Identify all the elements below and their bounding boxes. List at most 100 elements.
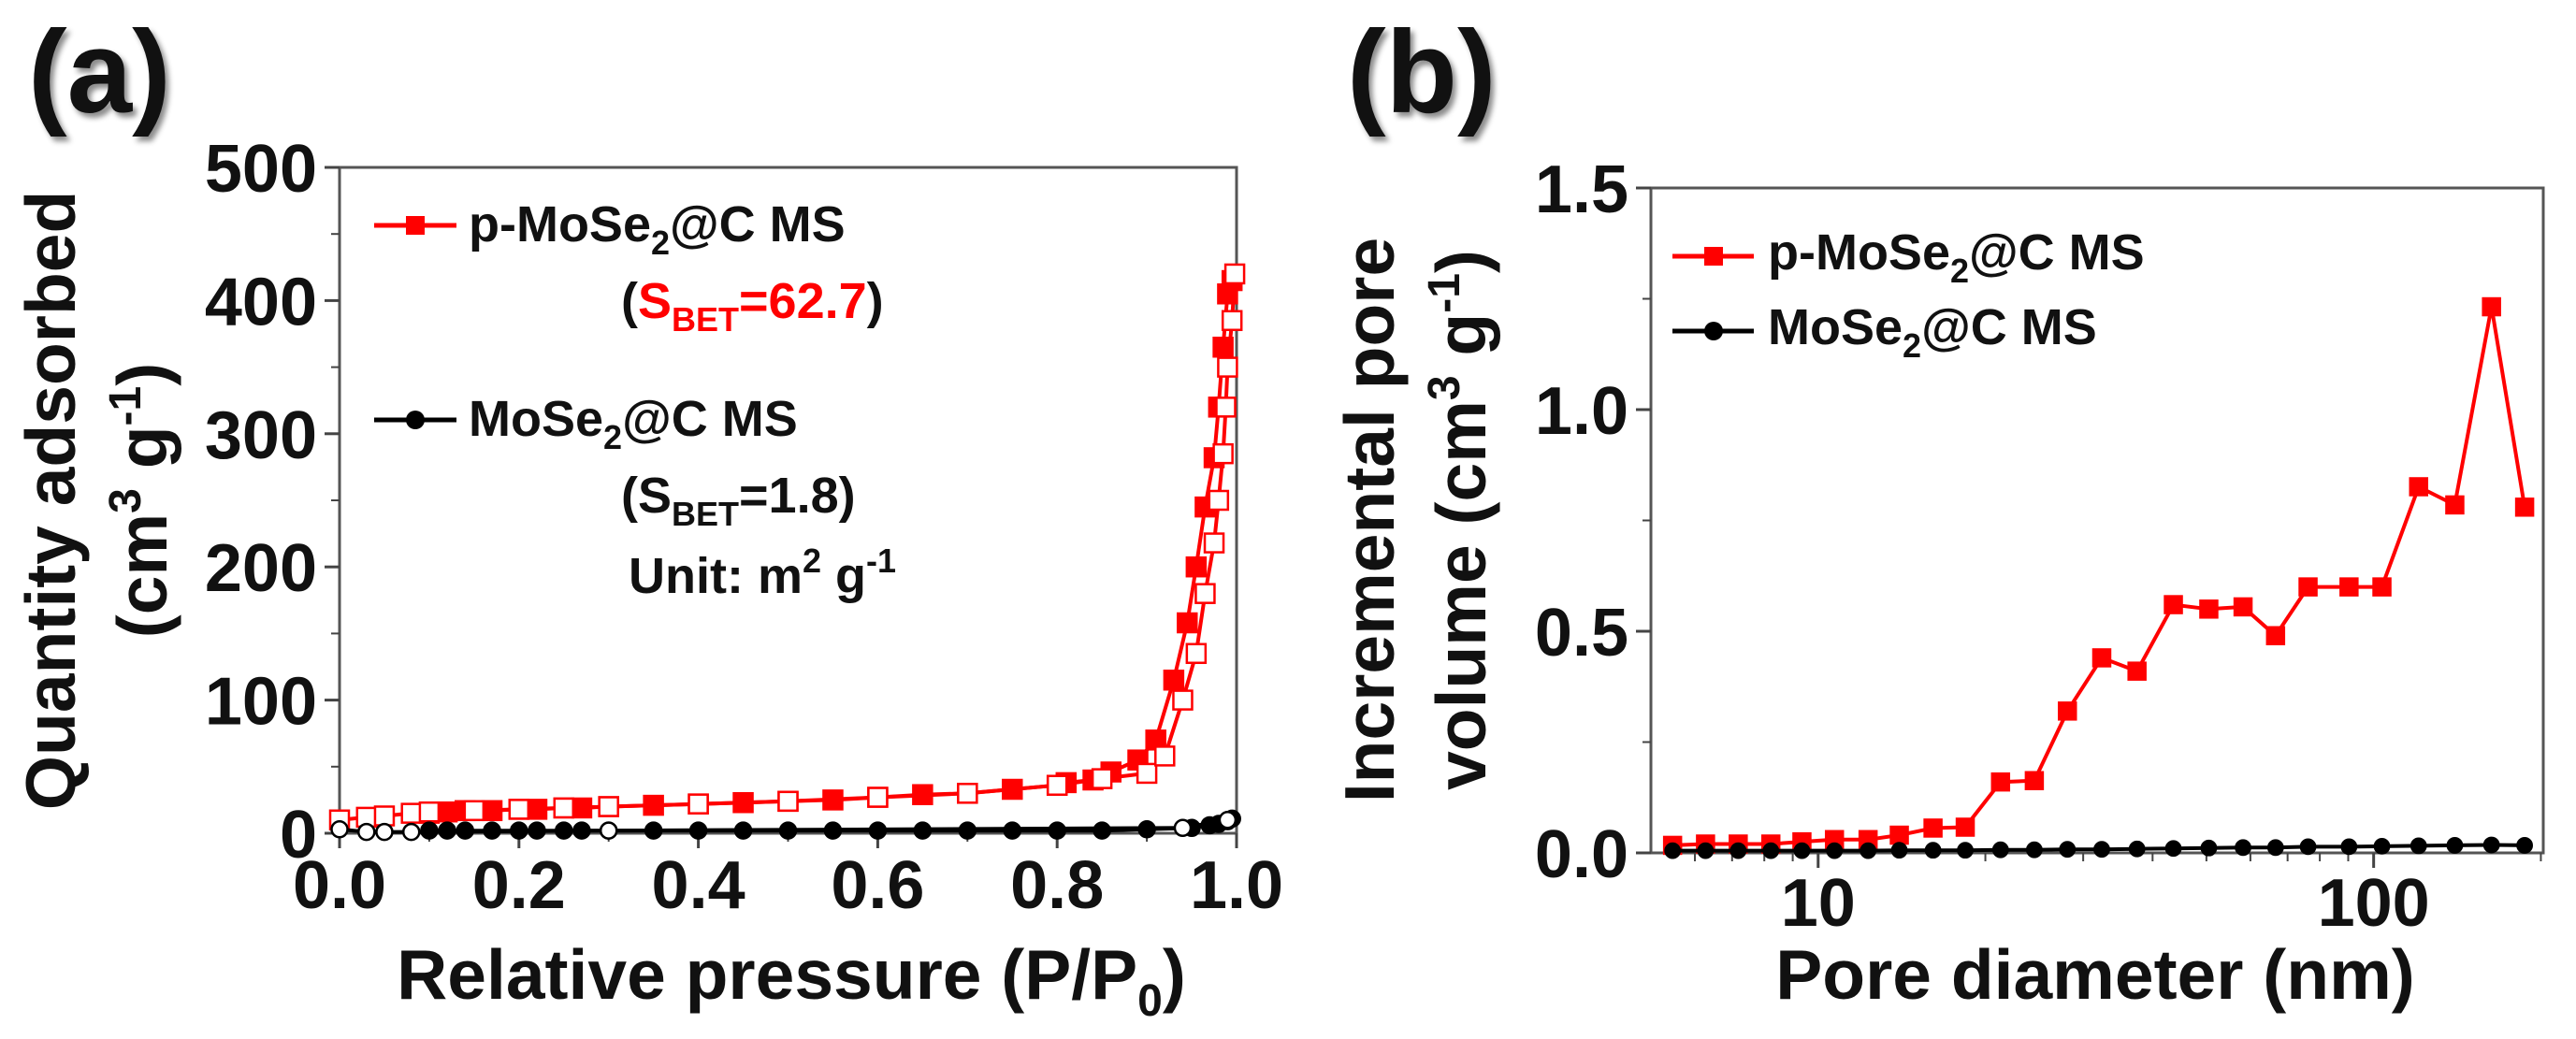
data-point-square xyxy=(373,805,396,827)
y-tick-label: 100 xyxy=(205,665,317,740)
data-point-circle xyxy=(1697,842,1715,859)
data-point-circle xyxy=(1890,842,1908,859)
data-point-square xyxy=(1194,583,1216,604)
data-point-square xyxy=(1172,689,1194,711)
data-point-square xyxy=(2058,701,2077,721)
data-point-square xyxy=(1221,310,1243,332)
y-tick-label: 300 xyxy=(205,398,317,473)
data-point-square xyxy=(1177,612,1198,634)
data-point-circle xyxy=(1762,842,1780,859)
panel-b-plot-area: 0.0 0.5 1.0 1.5 10 100 xyxy=(1535,152,2545,941)
panel-b-x-title: Pore diameter (nm) xyxy=(1775,935,2415,1014)
data-point-square xyxy=(1212,442,1234,465)
x-tick-label: 10 xyxy=(1781,866,1856,941)
data-point-circle xyxy=(2164,840,2182,858)
data-point-square xyxy=(508,799,530,820)
legend-square-marker-icon xyxy=(1704,247,1723,266)
x-tick-label: 0.2 xyxy=(472,848,566,923)
data-point-square xyxy=(1203,532,1225,554)
y-tick-label: 400 xyxy=(205,265,317,339)
data-point-square xyxy=(957,783,978,804)
data-point-circle xyxy=(2482,836,2500,854)
panel-a-y-title-line2: (cm3 g-1) xyxy=(101,363,181,638)
data-point-circle xyxy=(2235,839,2251,857)
data-point-square xyxy=(2127,661,2147,681)
data-point-square xyxy=(1223,263,1246,285)
sbet-annotation-black: (SBET=1.8) xyxy=(621,468,856,533)
y-tick-label: 0.0 xyxy=(1535,817,1628,892)
data-point-circle xyxy=(1793,842,1811,859)
y-tick-label: 1.5 xyxy=(1535,152,1628,227)
data-point-circle xyxy=(2266,839,2284,857)
data-point-circle xyxy=(1173,818,1193,838)
data-point-square xyxy=(1136,762,1158,785)
data-point-circle xyxy=(2059,841,2077,859)
data-point-square xyxy=(1889,825,1909,845)
x-tick-label: 0.0 xyxy=(293,848,386,923)
legend-square-marker-icon xyxy=(406,216,425,235)
data-point-square xyxy=(2409,477,2429,497)
x-tick-label: 1.0 xyxy=(1190,848,1283,923)
data-point-square xyxy=(2514,498,2535,517)
legend-label-p-mose2: p-MoSe2@C MS xyxy=(469,196,846,262)
x-tick-label: 0.4 xyxy=(652,848,745,923)
panel-b-y-title-line1: Incremental pore xyxy=(1330,238,1409,802)
data-point-square xyxy=(2298,577,2318,597)
data-point-circle xyxy=(1991,841,2009,859)
data-point-square xyxy=(2091,648,2112,668)
data-point-square xyxy=(463,800,485,822)
data-point-square xyxy=(2233,597,2253,617)
data-point-square xyxy=(1185,642,1208,665)
y-tick-label: 500 xyxy=(205,132,317,207)
x-tick-label: 0.8 xyxy=(1010,848,1104,923)
panel-a: (a) 0 100 200 300 400 500 0.0 0.2 0.4 0.6 0.8 1.0 Q… xyxy=(11,7,1283,1026)
x-tick-label: 0.6 xyxy=(831,848,924,923)
data-point-circle xyxy=(1729,842,1747,859)
data-point-square xyxy=(2372,577,2392,597)
panel-b: (b) 0.0 0.5 1.0 1.5 10 100 Incremental pore v… xyxy=(1330,7,2545,1014)
data-point-circle xyxy=(2516,837,2533,854)
data-point-circle xyxy=(2128,840,2146,858)
data-point-circle xyxy=(2373,837,2391,855)
legend-label-mose2: MoSe2@C MS xyxy=(469,391,798,456)
series-line-0 xyxy=(428,280,1235,815)
data-point-square xyxy=(418,801,441,823)
y-tick-label: 1.0 xyxy=(1535,374,1628,449)
panel-b-legend: p-MoSe2@C MS MoSe2@C MS xyxy=(1672,224,2145,365)
data-point-square xyxy=(2199,599,2219,619)
data-point-circle xyxy=(1093,821,1111,840)
data-point-circle xyxy=(1957,842,1974,859)
data-point-circle xyxy=(2200,839,2218,857)
data-point-square xyxy=(2164,595,2183,614)
data-point-square xyxy=(598,796,619,817)
data-point-circle xyxy=(357,822,376,842)
legend-label-mose2: MoSe2@C MS xyxy=(1768,299,2097,365)
data-point-square xyxy=(1215,397,1237,418)
data-point-circle xyxy=(401,822,421,842)
data-point-square xyxy=(867,786,889,808)
data-point-square xyxy=(1923,818,1943,838)
data-point-square xyxy=(1217,356,1238,378)
unit-annotation: Unit: m2 g-1 xyxy=(629,541,896,604)
data-point-circle xyxy=(1826,842,1844,859)
panel-a-x-title: Relative pressure (P/P0) xyxy=(397,935,1186,1026)
data-point-square xyxy=(553,797,574,819)
panel-a-label: (a) xyxy=(28,7,171,137)
panel-b-label: (b) xyxy=(1347,7,1497,137)
series-line-0 xyxy=(1672,306,2527,847)
data-point-circle xyxy=(1048,821,1066,840)
data-point-circle xyxy=(1924,842,1942,859)
data-point-square xyxy=(1091,768,1113,789)
legend-circle-marker-icon xyxy=(406,411,425,429)
data-point-square xyxy=(1990,772,2011,792)
data-point-circle xyxy=(1664,842,1682,859)
data-point-square xyxy=(687,793,709,815)
y-tick-label: 0.5 xyxy=(1535,596,1628,671)
data-point-circle xyxy=(2299,838,2317,856)
data-point-circle xyxy=(599,821,618,840)
series-line-1 xyxy=(339,273,1237,822)
data-point-circle xyxy=(2093,841,2110,859)
data-point-square xyxy=(1208,489,1230,512)
data-point-square xyxy=(1955,817,1975,837)
